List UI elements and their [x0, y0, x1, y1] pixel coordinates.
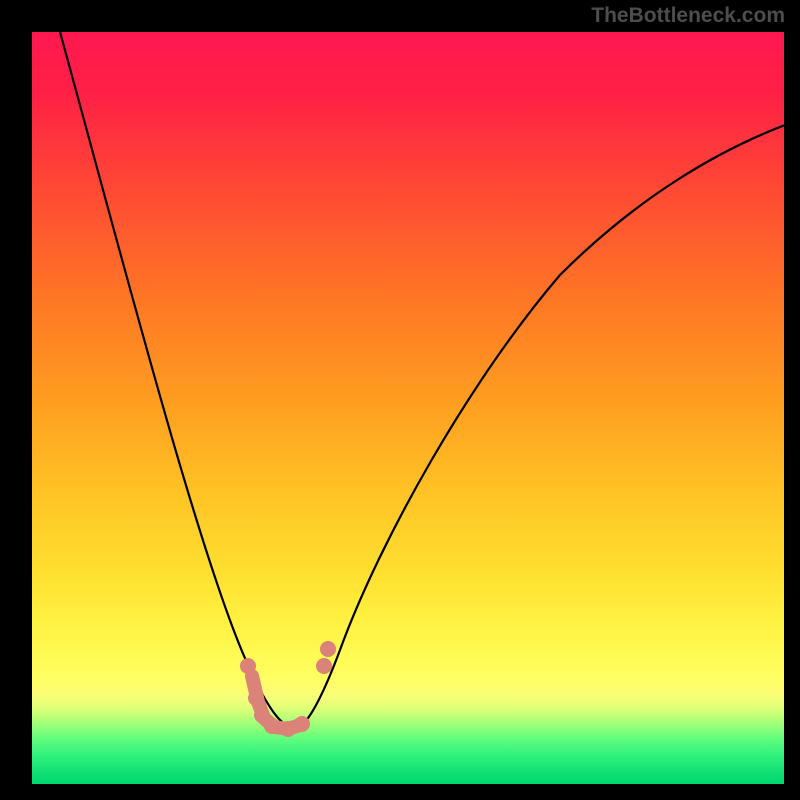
marker-dot	[320, 641, 336, 657]
marker-dot	[264, 718, 280, 734]
marker-dot	[240, 658, 256, 674]
chart-svg	[0, 0, 800, 800]
watermark-text: TheBottleneck.com	[591, 4, 785, 28]
marker-dot	[316, 658, 332, 674]
plot-background	[32, 32, 784, 784]
marker-dot	[294, 716, 310, 732]
marker-dot	[280, 721, 296, 737]
marker-dot	[248, 690, 264, 706]
